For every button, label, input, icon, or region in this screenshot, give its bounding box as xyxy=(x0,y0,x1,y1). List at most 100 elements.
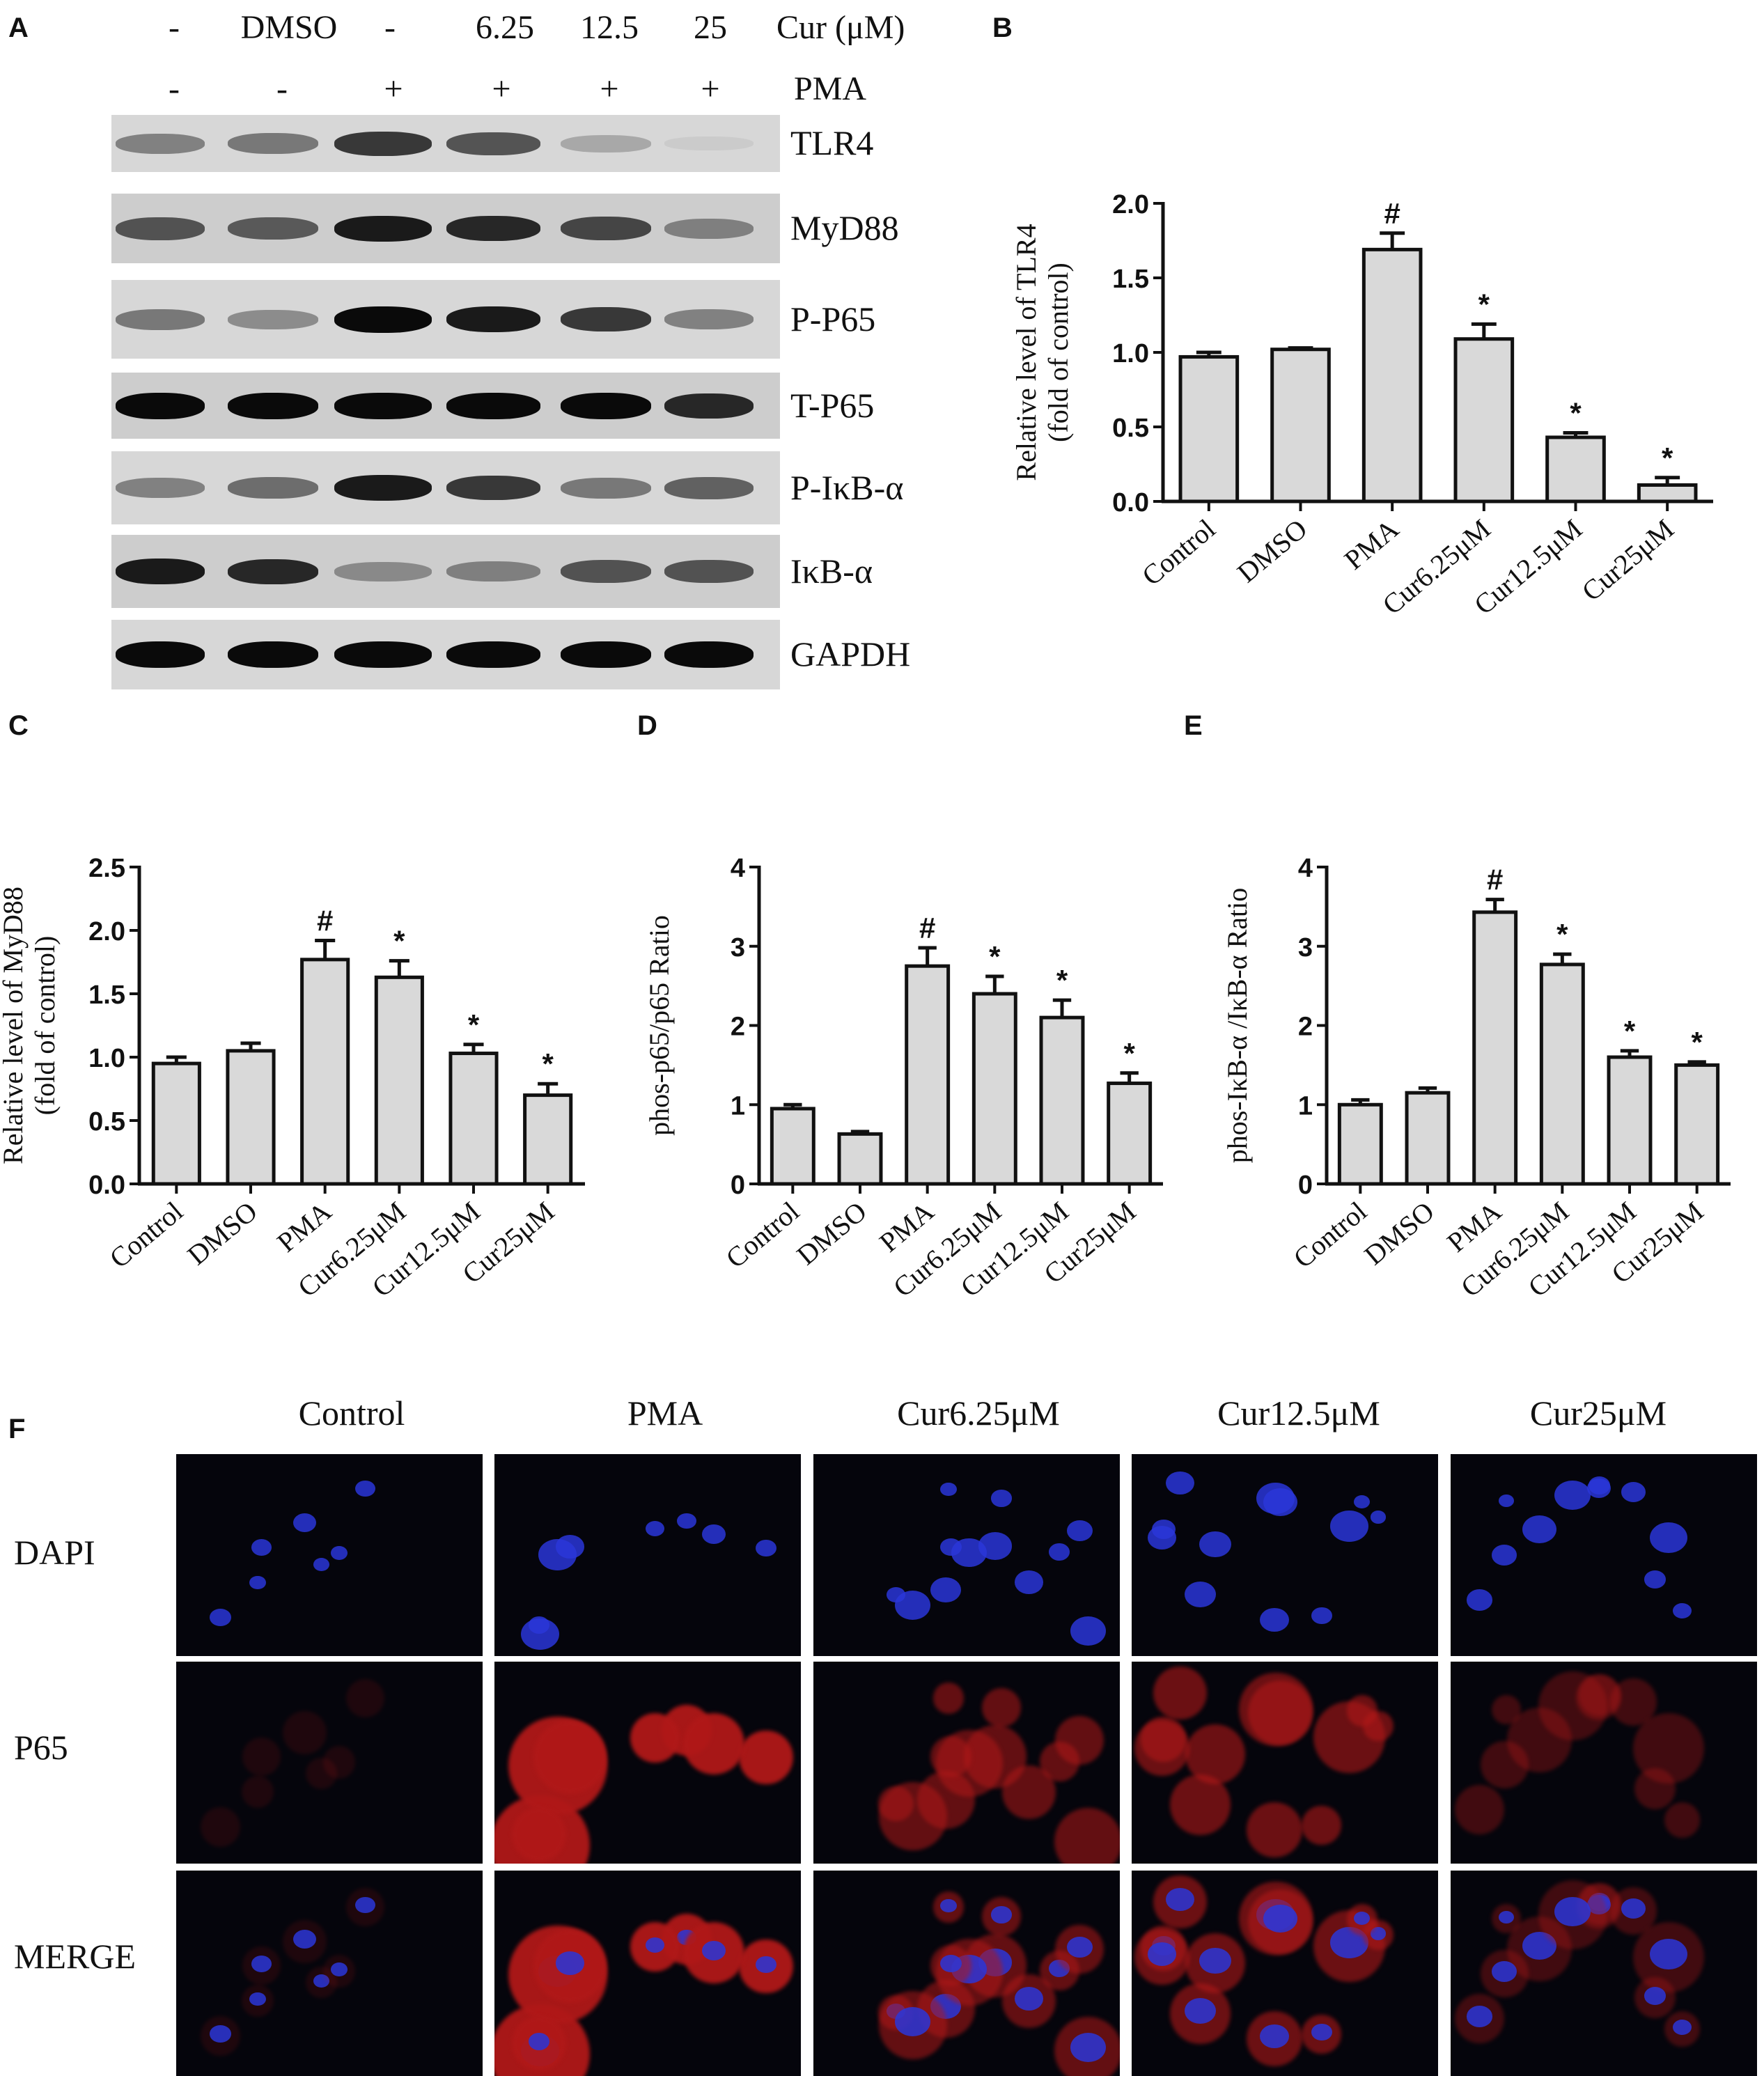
x-tick-label: Cur25μM xyxy=(1576,513,1680,607)
blot-band xyxy=(116,641,205,668)
nucleus xyxy=(528,2033,549,2050)
nucleus xyxy=(354,1896,375,1914)
cur-row-lane-3: - xyxy=(384,9,396,46)
blot-band xyxy=(228,217,318,240)
nucleus xyxy=(1199,1531,1231,1557)
blot-band xyxy=(116,478,205,498)
p65-signal xyxy=(1302,1805,1341,1845)
nucleus xyxy=(1147,1942,1177,1967)
nucleus xyxy=(940,1482,957,1497)
blot-protein-label: IκB-α xyxy=(790,551,873,591)
nucleus xyxy=(556,1535,584,1559)
cur-row-lane-2: DMSO xyxy=(240,9,338,46)
p65-signal xyxy=(1001,1765,1056,1820)
blot-band xyxy=(334,306,432,333)
x-tick-label: Control xyxy=(720,1195,806,1274)
p65-signal xyxy=(1481,1740,1529,1789)
y-tick-label: 2.0 xyxy=(88,917,125,946)
bar xyxy=(1270,348,1331,504)
if-image xyxy=(813,1662,1120,1864)
nucleus xyxy=(1260,1607,1290,1632)
x-tick-label: Control xyxy=(104,1195,189,1274)
significance-mark: * xyxy=(989,940,1001,973)
y-tick-label: 0 xyxy=(1298,1171,1313,1200)
if-image xyxy=(813,1871,1120,2076)
y-tick-label: 4 xyxy=(1298,854,1313,883)
nucleus xyxy=(940,1898,957,1913)
blot-band xyxy=(446,132,540,155)
significance-mark: # xyxy=(919,912,935,944)
bar xyxy=(1405,1091,1451,1186)
panel-label-c: C xyxy=(8,710,29,741)
x-tick-label: DMSO xyxy=(181,1195,263,1271)
significance-mark: * xyxy=(542,1047,554,1080)
p65-signal xyxy=(533,1719,607,1794)
p65-signal xyxy=(1134,1719,1190,1776)
if-image xyxy=(494,1454,801,1656)
significance-mark: # xyxy=(317,905,333,937)
nucleus xyxy=(528,1616,549,1634)
nucleus xyxy=(1260,2024,1290,2049)
blot-band xyxy=(228,477,318,499)
bar xyxy=(971,992,1017,1186)
nucleus xyxy=(313,1557,330,1572)
y-tick-label: 4 xyxy=(731,854,745,883)
nucleus xyxy=(1015,1987,1043,2011)
significance-mark: * xyxy=(1662,442,1673,474)
nucleus xyxy=(755,1956,776,1974)
x-tick-label: DMSO xyxy=(1231,513,1313,588)
panel-label-e: E xyxy=(1184,710,1203,741)
y-tick-label: 2.0 xyxy=(1112,190,1149,219)
bar xyxy=(1453,337,1515,504)
bar xyxy=(1674,1063,1720,1186)
nucleus xyxy=(1184,1997,1217,2024)
bar xyxy=(1539,962,1585,1186)
bar xyxy=(1361,247,1423,504)
nucleus xyxy=(1070,2033,1106,2063)
p65-signal xyxy=(1492,1694,1522,1724)
blot-band xyxy=(116,217,205,240)
nucleus xyxy=(1522,1515,1556,1544)
if-image xyxy=(1132,1454,1438,1656)
if-image xyxy=(176,1871,483,2076)
cur-row-lane-1: - xyxy=(169,9,180,46)
if-image xyxy=(1132,1871,1438,2076)
p65-signal xyxy=(879,1782,947,1850)
nucleus xyxy=(249,1575,266,1590)
y-tick-label: 0.0 xyxy=(1112,488,1149,517)
nucleus xyxy=(755,1539,776,1557)
if-image xyxy=(494,1871,801,2076)
x-tick-label: Control xyxy=(1136,513,1221,591)
nucleus xyxy=(313,1974,330,1988)
bar xyxy=(1039,1015,1085,1186)
blot-band xyxy=(228,559,318,584)
nucleus xyxy=(1467,1589,1493,1611)
panel-label-b: B xyxy=(992,13,1013,43)
nucleus xyxy=(1184,1581,1217,1608)
bar xyxy=(1337,1102,1383,1186)
p65-signal xyxy=(1247,1680,1313,1745)
blot-protein-label: P-IκB-α xyxy=(790,467,904,507)
blot-band xyxy=(561,477,651,499)
bar-chart-myd88: 0.0 0.5 1.0 1.5 2.0 2.5 Relative level of MyD8… xyxy=(0,854,585,1303)
blot-band xyxy=(446,561,540,582)
y-tick-label: 0.0 xyxy=(88,1171,125,1200)
blot-protein-label: MyD88 xyxy=(790,208,899,247)
blot-band xyxy=(664,309,754,329)
p65-signal xyxy=(1055,1716,1105,1765)
if-column-cur6: Cur6.25μM xyxy=(897,1394,1060,1433)
blot-band xyxy=(334,392,432,419)
significance-mark: * xyxy=(1123,1037,1135,1070)
nucleus xyxy=(210,1609,231,1626)
panel-label-a: A xyxy=(8,13,29,43)
p65-signal xyxy=(511,1806,566,1862)
if-image xyxy=(494,1662,801,1864)
pma-row-label: PMA xyxy=(794,70,867,107)
bar xyxy=(523,1093,573,1186)
nucleus xyxy=(1649,1522,1687,1553)
nucleus xyxy=(1673,2019,1692,2036)
if-image xyxy=(1451,1871,1757,2076)
nucleus xyxy=(1621,1898,1646,1919)
